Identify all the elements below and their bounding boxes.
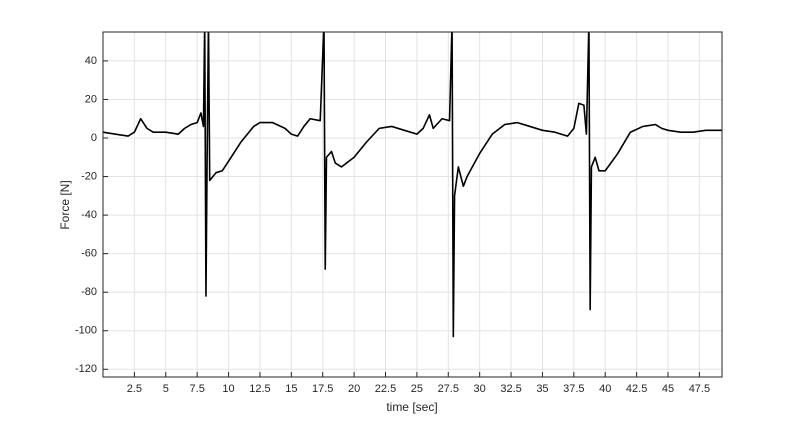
x-tick-label: 35 [536, 383, 548, 395]
x-tick-label: 30 [474, 383, 486, 395]
y-tick-label: -60 [81, 248, 97, 260]
x-tick-label: 22.5 [375, 383, 396, 395]
x-tick-label: 27.5 [438, 383, 459, 395]
y-tick-label: -100 [75, 325, 97, 337]
x-tick-label: 45 [662, 383, 674, 395]
x-tick-label: 15 [285, 383, 297, 395]
x-tick-label: 37.5 [563, 383, 584, 395]
y-tick-label: -40 [81, 209, 97, 221]
force-line [103, 32, 722, 338]
x-tick-label: 47.5 [689, 383, 710, 395]
x-tick-label: 12.5 [249, 383, 270, 395]
x-tick-label: 7.5 [190, 383, 205, 395]
plot-area [103, 32, 722, 377]
y-tick-label: -120 [75, 363, 97, 375]
x-tick-label: 42.5 [626, 383, 647, 395]
x-tick-label: 10 [222, 383, 234, 395]
x-tick-label: 32.5 [500, 383, 521, 395]
plot-frame [102, 31, 723, 378]
x-tick-label: 20 [348, 383, 360, 395]
x-tick-label: 25 [411, 383, 423, 395]
y-tick-label: -20 [81, 170, 97, 182]
x-tick-label: 5 [163, 383, 169, 395]
x-axis-label: time [sec] [386, 400, 437, 414]
y-axis-label: Force [N] [58, 180, 72, 229]
y-tick-label: 0 [91, 132, 97, 144]
x-tick-label: 2.5 [127, 383, 142, 395]
y-tick-label: -80 [81, 286, 97, 298]
y-tick-label: 20 [85, 93, 97, 105]
x-tick-label: 40 [599, 383, 611, 395]
y-tick-label: 40 [85, 55, 97, 67]
x-tick-label: 17.5 [312, 383, 333, 395]
